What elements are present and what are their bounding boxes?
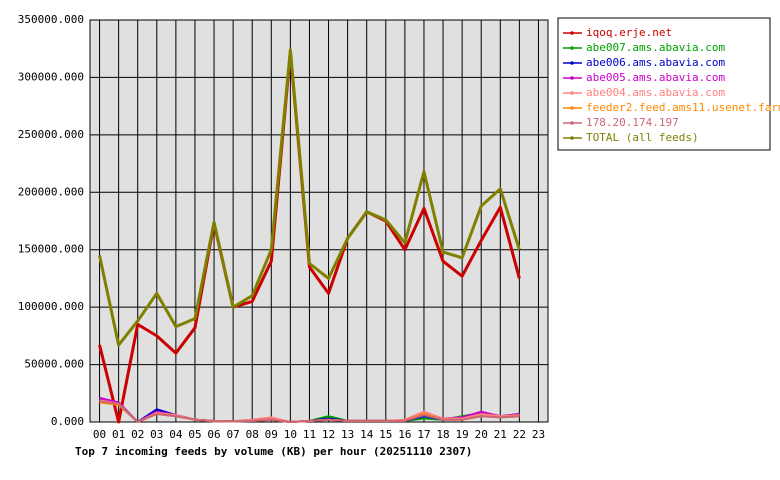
legend-dot [570,121,574,125]
y-tick-label: 350000.000 [18,13,84,26]
x-tick-label: 16 [398,428,411,441]
legend-label: iqoq.erje.net [586,26,672,39]
x-tick-label: 02 [131,428,144,441]
series-line [98,48,521,347]
x-tick-label: 03 [150,428,163,441]
x-tick-label: 09 [265,428,278,441]
y-tick-label: 50000.000 [24,358,84,371]
x-tick-label: 20 [475,428,488,441]
y-tick-label: 150000.000 [18,243,84,256]
series-line [99,400,520,423]
legend-label: 178.20.174.197 [586,116,679,129]
legend-dot [570,136,574,140]
x-tick-label: 15 [379,428,392,441]
x-tick-label: 01 [112,428,125,441]
x-tick-label: 22 [513,428,526,441]
x-tick-label: 13 [341,428,354,441]
x-tick-label: 21 [494,428,507,441]
legend-label: abe004.ams.abavia.com [586,86,725,99]
legend-label: abe006.ams.abavia.com [586,56,725,69]
x-tick-label: 07 [227,428,240,441]
legend-label: feeder2.feed.ams11.usenet.farm [586,101,780,114]
legend-dot [570,91,574,95]
x-tick-label: 19 [456,428,469,441]
y-tick-label: 100000.000 [18,300,84,313]
x-tick-label: 04 [169,428,183,441]
y-tick-label: 200000.000 [18,185,84,198]
x-tick-label: 14 [360,428,374,441]
plot-frame [89,19,549,423]
x-tick-label: 18 [436,428,449,441]
x-tick-label: 17 [417,428,430,441]
x-tick-label: 10 [284,428,297,441]
y-tick-label: 0.000 [51,415,84,428]
legend-label: abe005.ams.abavia.com [586,71,725,84]
x-tick-label: 12 [322,428,335,441]
x-tick-label: 08 [246,428,259,441]
legend-dot [570,61,574,65]
x-tick-label: 11 [303,428,316,441]
series-line [98,50,521,424]
legend-label: TOTAL (all feeds) [586,131,699,144]
legend-dot [570,31,574,35]
legend-dot [570,76,574,80]
legend-dot [570,106,574,110]
x-tick-label: 23 [532,428,545,441]
legend-box [557,17,771,151]
chart-title: Top 7 incoming feeds by volume (KB) per … [75,445,472,458]
legend-dot [570,46,574,50]
x-tick-label: 00 [93,428,106,441]
legend-label: abe007.ams.abavia.com [586,41,725,54]
y-tick-label: 250000.000 [18,128,84,141]
plot-area [90,20,548,422]
x-tick-label: 05 [188,428,201,441]
x-tick-label: 06 [207,428,220,441]
y-tick-label: 300000.000 [18,70,84,83]
